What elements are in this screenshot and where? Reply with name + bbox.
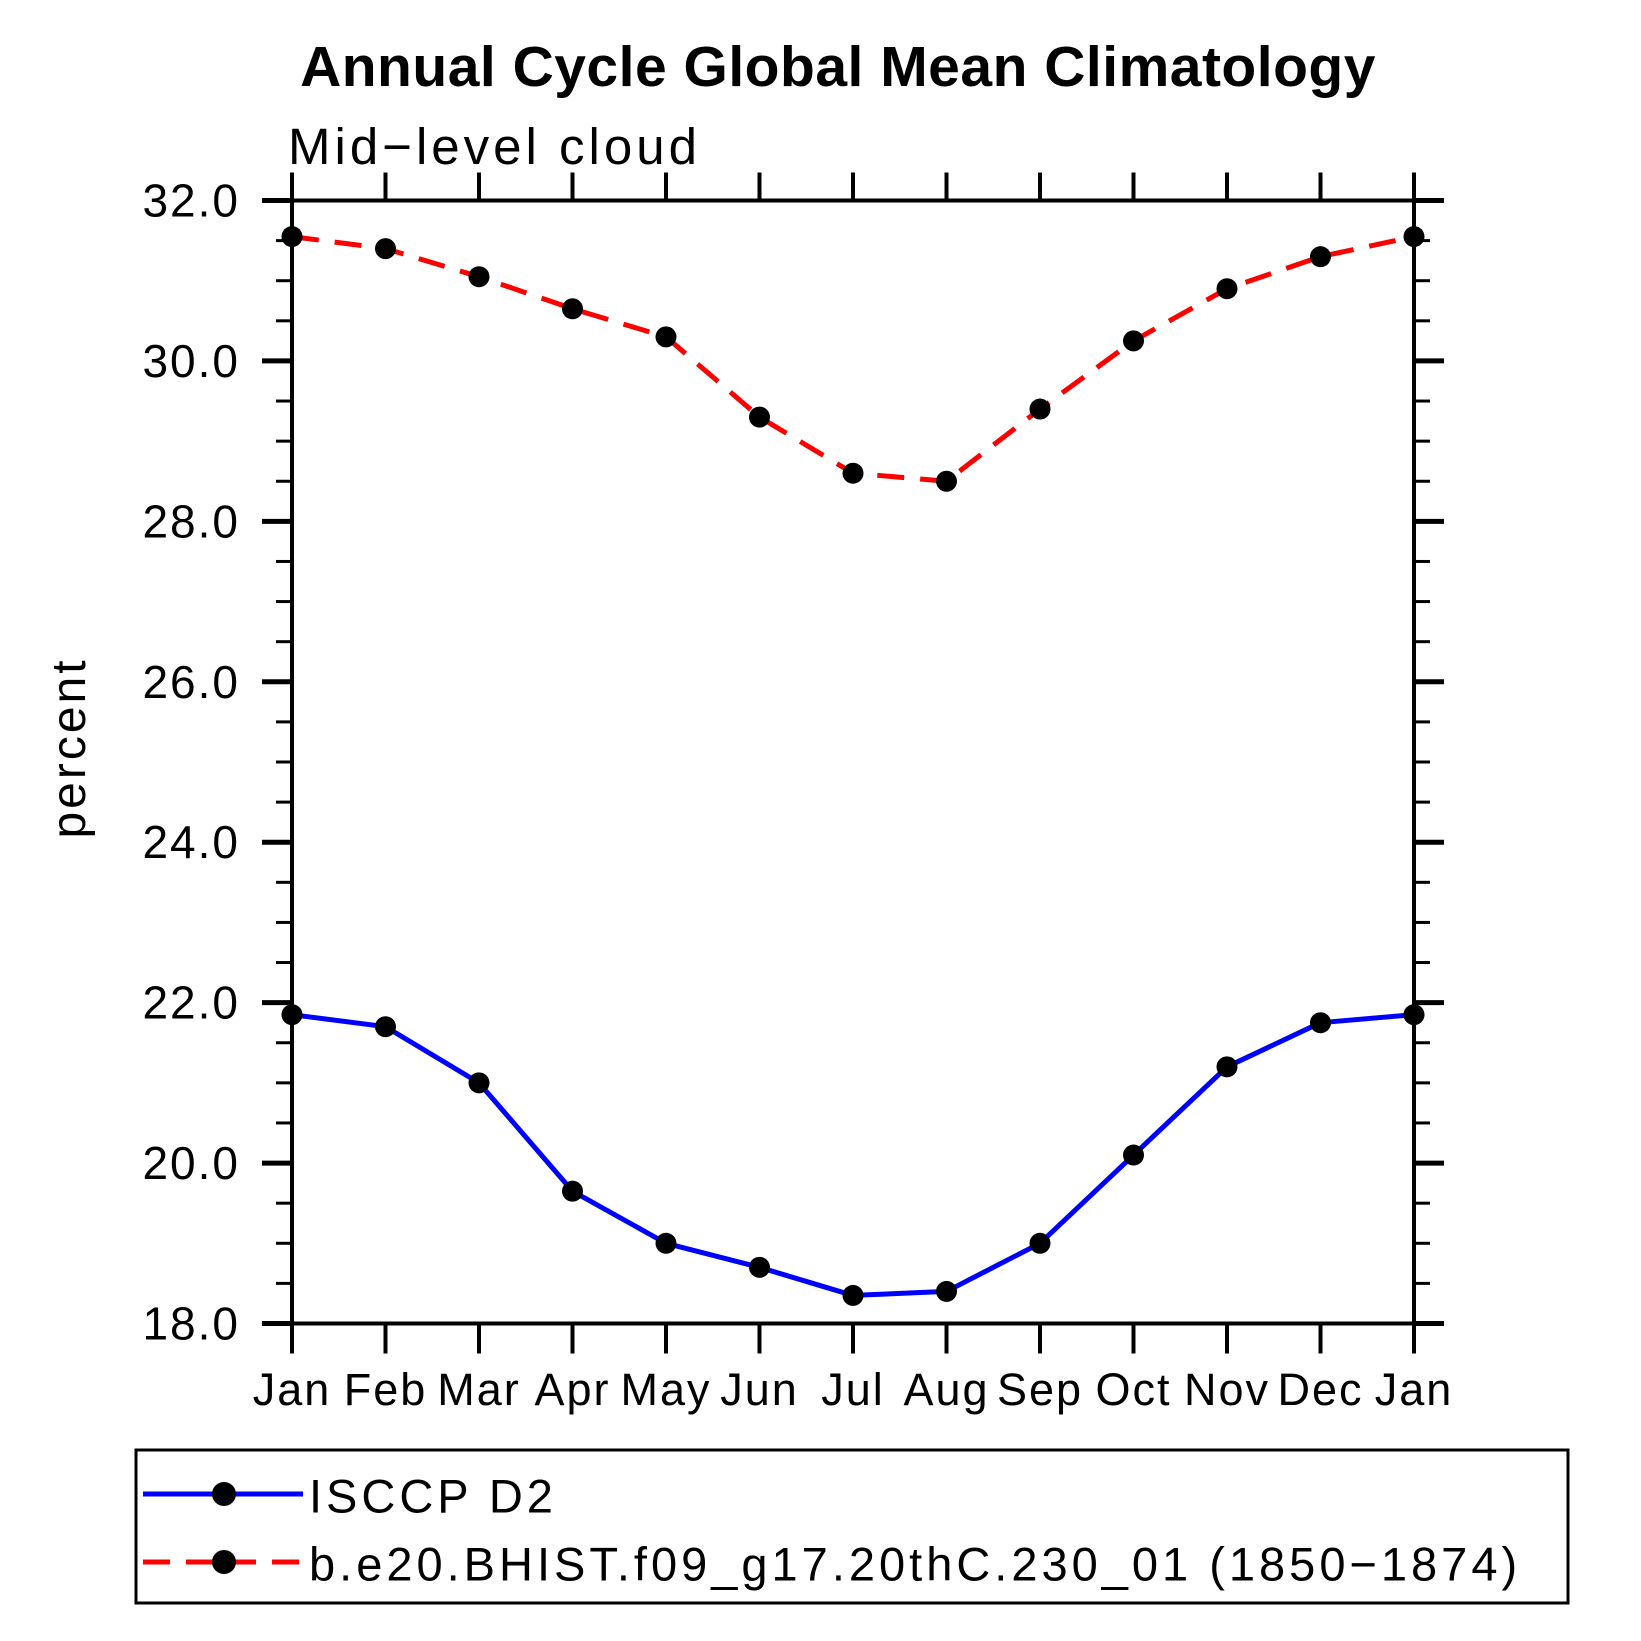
legend: ISCCP D2 b.e20.BHIST.f09_g17.20thC.230_0… [134,1448,1570,1605]
y-tick-label: 32.0 [142,175,240,227]
x-tick-label: Sep [997,1364,1083,1415]
x-tick-label: Dec [1277,1364,1363,1415]
x-tick-label: Jun [720,1364,799,1415]
data-point [936,470,957,492]
data-point [1123,1144,1144,1166]
legend-marker-model [212,1550,236,1574]
data-point [842,462,864,484]
axes: Jan Feb Mar Apr May Jun Jul Aug Sep Oct Nov Dec Jan1… [142,172,1454,1415]
x-tick-label: Jan [253,1364,332,1415]
data-point [655,1232,677,1254]
data-point [1029,398,1051,420]
plot-box [290,198,1416,1326]
data-point [562,1180,583,1202]
series-line-0 [291,1012,1415,1298]
data-point [375,1016,396,1038]
x-tick-label: Nov [1184,1364,1270,1415]
plot-series [281,226,1425,1306]
y-tick-label: 18.0 [142,1298,240,1350]
data-point [1123,330,1144,352]
data-point [281,226,303,248]
chart-title: Annual Cycle Global Mean Climatology [300,35,1376,99]
data-point [375,238,396,260]
data-point [1216,1056,1238,1078]
data-point [468,1072,490,1094]
data-point [1310,246,1331,268]
x-tick-label: Mar [437,1364,521,1415]
data-point [1403,226,1425,248]
data-point [1029,1232,1051,1254]
x-tick-label: Jul [821,1364,885,1415]
y-tick-label: 24.0 [142,816,240,868]
y-tick-label: 26.0 [142,656,240,708]
data-point [1403,1004,1425,1026]
y-axis-title: percent [43,657,96,838]
x-tick-label: Jan [1375,1364,1454,1415]
data-point [281,1004,303,1026]
data-point [842,1284,864,1306]
y-tick-label: 20.0 [142,1137,240,1189]
x-tick-label: May [620,1364,711,1415]
x-tick-label: Oct [1095,1364,1171,1415]
y-tick-label: 22.0 [142,977,240,1029]
data-point [749,1256,770,1278]
y-tick-label: 28.0 [142,495,240,547]
data-point [562,298,583,320]
legend-marker-isccp [212,1482,236,1506]
chart-subtitle: Mid−level cloud [288,118,701,175]
data-point [936,1280,957,1302]
legend-box [134,1448,1570,1605]
data-point [749,406,770,428]
data-point [468,266,490,288]
legend-label-model: b.e20.BHIST.f09_g17.20thC.230_01 (1850−1… [309,1538,1521,1591]
data-point [1310,1012,1331,1034]
x-tick-label: Aug [903,1364,989,1415]
series-line-1 [291,234,1415,484]
y-tick-label: 30.0 [142,335,240,387]
data-point [1216,278,1238,300]
x-tick-label: Apr [534,1364,610,1415]
data-point [655,326,677,348]
legend-label-isccp: ISCCP D2 [309,1470,557,1523]
x-tick-label: Feb [344,1364,428,1415]
